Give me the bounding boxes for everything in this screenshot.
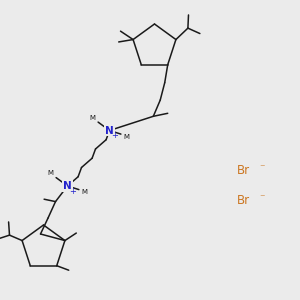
Text: M: M <box>47 170 53 176</box>
Text: +: + <box>70 187 76 196</box>
Text: ⁻: ⁻ <box>260 163 265 173</box>
Text: Br: Br <box>237 194 250 208</box>
Text: N: N <box>105 125 114 136</box>
Text: M: M <box>81 189 87 195</box>
Text: M: M <box>123 134 129 140</box>
Text: M: M <box>89 115 95 121</box>
Text: Br: Br <box>237 164 250 178</box>
Text: +: + <box>112 131 118 140</box>
Text: ⁻: ⁻ <box>260 193 265 203</box>
Text: N: N <box>63 181 72 191</box>
